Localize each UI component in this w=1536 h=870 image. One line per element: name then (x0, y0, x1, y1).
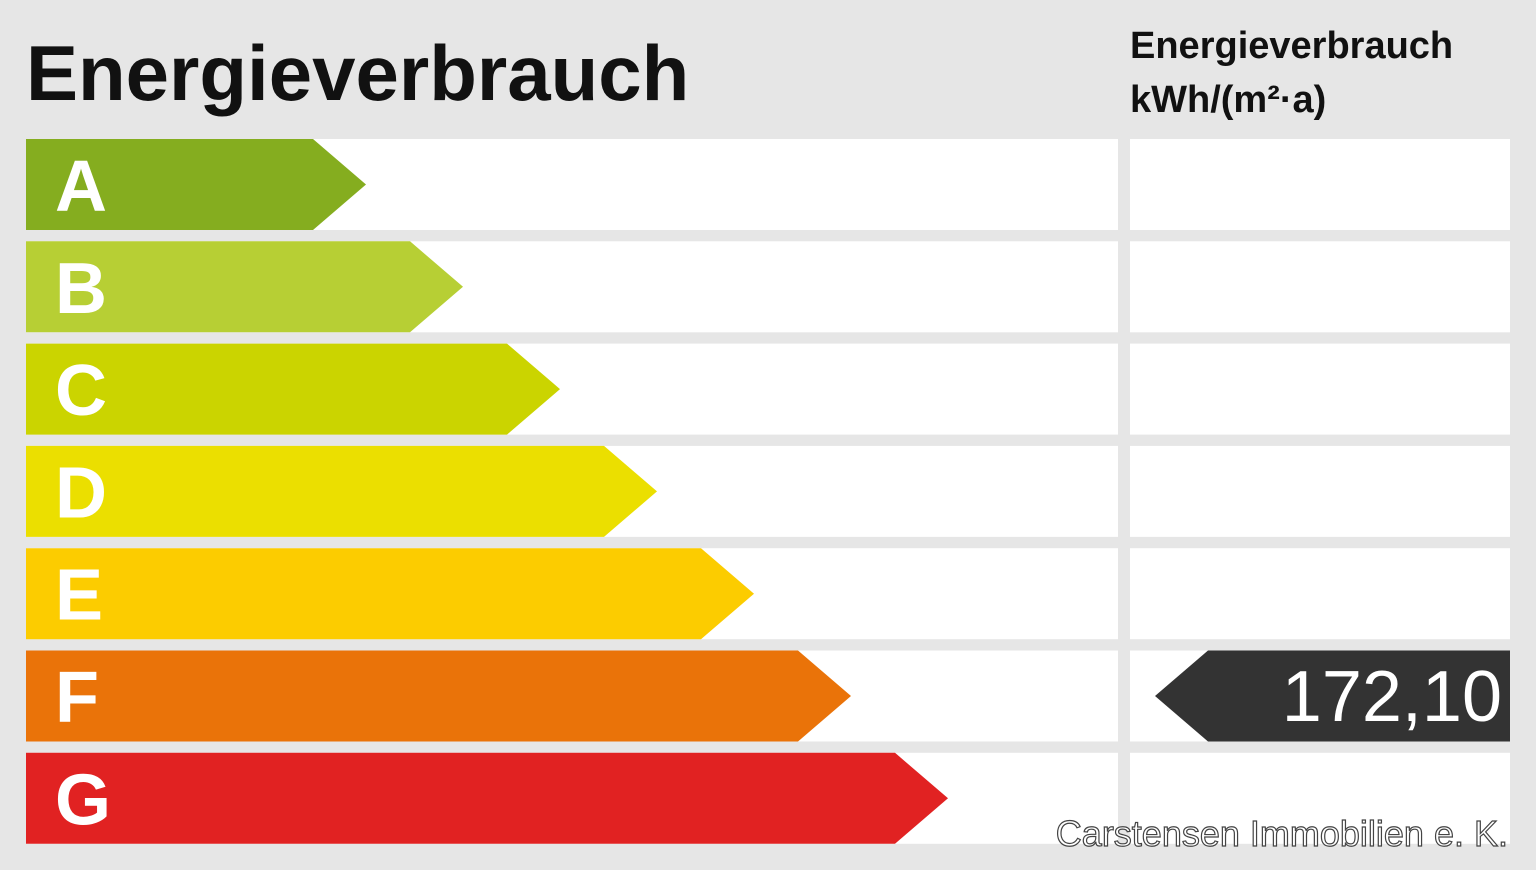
class-letter: D (55, 453, 107, 533)
class-arrow (26, 139, 366, 230)
class-letter: B (55, 249, 107, 329)
title: Energieverbrauch (26, 29, 689, 117)
class-arrow (26, 650, 851, 742)
class-arrow (26, 445, 657, 537)
value-cell (1130, 445, 1510, 537)
class-letter: E (55, 556, 103, 636)
value-cell (1130, 241, 1510, 333)
class-arrow (26, 548, 754, 640)
value-cell (1130, 343, 1510, 435)
class-arrow (26, 343, 560, 435)
unit-header: kWh/(m²·a) (1130, 79, 1326, 121)
class-arrow (26, 752, 948, 844)
class-letter: G (55, 760, 111, 840)
class-letter: C (55, 351, 107, 431)
unit-header: Energieverbrauch (1130, 25, 1453, 67)
class-arrow (26, 241, 463, 333)
watermark: Carstensen Immobilien e. K. (1056, 813, 1508, 854)
value-arrow (1155, 650, 1510, 742)
value-cell (1130, 139, 1510, 230)
value-cell (1130, 548, 1510, 640)
class-letter: F (55, 658, 99, 738)
value: 172,10 (1282, 657, 1502, 737)
value-cell (1130, 752, 1510, 844)
class-letter: A (55, 147, 107, 227)
